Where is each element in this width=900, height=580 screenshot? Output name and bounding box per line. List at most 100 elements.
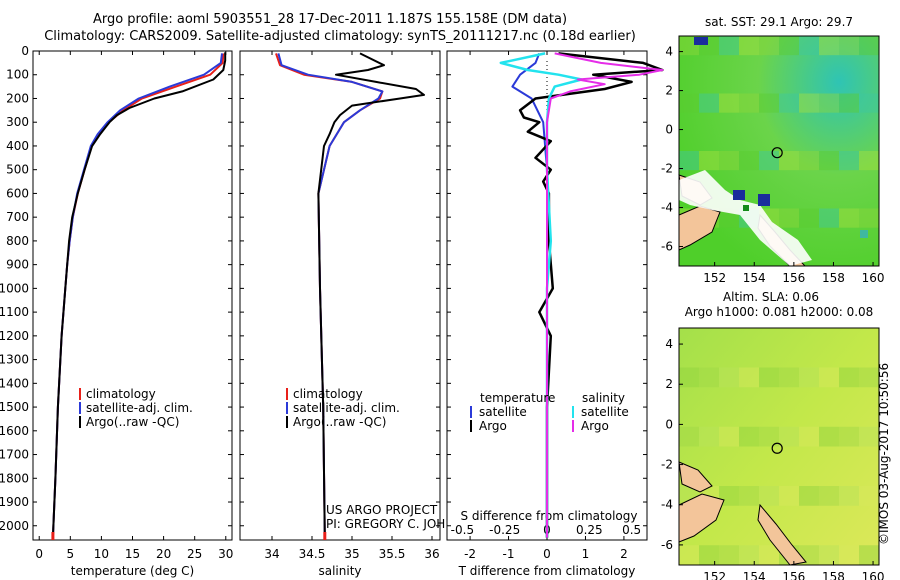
sla-map-cell	[819, 426, 839, 447]
sst-map-cell	[739, 151, 759, 171]
sla-map-field	[679, 328, 879, 565]
sst-map-cell	[699, 93, 719, 113]
sla-ytick-label: -4	[661, 498, 673, 512]
map-sst: 4 2 0 -2 -4 -6 152 154 156 158 160 sat. SST: 29.1 A…	[661, 15, 884, 285]
depth-tick-label: 1800	[0, 471, 29, 485]
warm-pixel	[860, 230, 868, 238]
sla-map-cell	[859, 426, 879, 447]
sst-ytick-label: -4	[661, 201, 673, 215]
sst-map-cell	[699, 151, 719, 171]
temperature-xtick-label: 20	[156, 547, 171, 561]
panel-difference: -2 -1 0 1 2 T difference from climatology -0.5…	[446, 50, 664, 578]
temperature-frame	[32, 50, 233, 541]
sla-map-cell	[799, 486, 819, 506]
panel-temperature: 0100200300400500600700800900100011001200…	[0, 44, 233, 578]
sla-map-cell	[759, 486, 779, 506]
salinity-diff-tick-label: 0.25	[576, 523, 603, 537]
sst-map-cell	[859, 93, 879, 113]
difference-xtick-label: -2	[464, 547, 476, 561]
temperature-series-3	[51, 52, 227, 538]
depth-tick-label: 1000	[0, 281, 29, 295]
sst-map-frame	[678, 35, 880, 267]
sst-map-cell	[779, 151, 799, 171]
sst-xtick-label: 158	[822, 271, 845, 285]
depth-tick-label: 100	[6, 68, 29, 82]
depth-tick-label: 1500	[0, 400, 29, 414]
salinity-diff-xlabel: S difference from climatology	[461, 509, 638, 523]
sla-map-cell	[719, 367, 739, 388]
argo-location-marker	[771, 442, 783, 454]
sla-ytick-label: 4	[665, 337, 673, 351]
salinity-xlabel: salinity	[318, 564, 361, 578]
sst-map-cell	[779, 208, 799, 228]
difference-xtick-label: 1	[582, 547, 590, 561]
depth-tick-label: 2000	[0, 519, 29, 533]
sst-map-cell	[819, 151, 839, 171]
depth-tick-label: 1600	[0, 424, 29, 438]
sst-map-cell	[759, 36, 779, 56]
depth-tick-label: 600	[6, 186, 29, 200]
difference-series-4	[546, 52, 664, 538]
sla-map-cell	[859, 367, 879, 388]
sla-map-cell	[739, 486, 759, 506]
sst-map-cell	[859, 208, 879, 228]
sla-map-cell	[839, 367, 859, 388]
sst-map-cell	[819, 93, 839, 113]
sst-map-cell	[739, 36, 759, 56]
sla-map-cell	[759, 426, 779, 447]
salinity-xtick-label: 36	[424, 547, 439, 561]
sla-map-subtitle: Argo h1000: 0.081 h2000: 0.08	[685, 305, 874, 319]
sst-ytick-label: 2	[665, 84, 673, 98]
depth-tick-label: 1700	[0, 448, 29, 462]
difference-xtick-label: 0	[543, 547, 551, 561]
depth-tick-label: 700	[6, 210, 29, 224]
depth-tick-label: 300	[6, 115, 29, 129]
sla-map-frame	[678, 327, 880, 566]
salinity-frame	[239, 50, 441, 541]
sla-ytick-label: -2	[661, 458, 673, 472]
temperature-legend-label: climatology	[86, 387, 156, 401]
sst-map-cell	[679, 151, 699, 171]
sla-map-title: Altim. SLA: 0.06	[723, 290, 819, 304]
sst-map-cell	[859, 151, 879, 171]
cold-pixel	[694, 37, 708, 45]
sst-xtick-label: 154	[743, 271, 766, 285]
salinity-legend-label: Argo(..raw -QC)	[293, 415, 386, 429]
timestamp-label: ©IMOS 03-Aug-2017 10:50:56	[877, 362, 891, 545]
sla-map-cell	[779, 426, 799, 447]
sst-map-cell	[739, 93, 759, 113]
sla-map-cell	[719, 545, 739, 565]
sst-map-cell	[839, 93, 859, 113]
sla-map-cell	[819, 486, 839, 506]
sst-map-cell	[819, 208, 839, 228]
sla-xtick-label: 158	[822, 570, 845, 580]
sla-ytick-label: 2	[665, 377, 673, 391]
temperature-legend-label: Argo(..raw -QC)	[86, 415, 179, 429]
sla-map-cell	[859, 545, 879, 565]
sla-map-cell	[699, 426, 719, 447]
sst-map-cell	[759, 93, 779, 113]
sla-xtick-label: 152	[703, 570, 726, 580]
sla-map-cell	[739, 367, 759, 388]
sla-map-cell	[759, 545, 779, 565]
difference-legend-label: Argo	[479, 419, 507, 433]
sla-map-cell	[679, 426, 699, 447]
sla-map-cell	[799, 426, 819, 447]
depth-tick-label: 400	[6, 139, 29, 153]
depth-tick-label: 1300	[0, 353, 29, 367]
sla-xtick-label: 154	[743, 570, 766, 580]
temperature-xtick-label: 0	[35, 547, 43, 561]
sst-xtick-label: 160	[862, 271, 885, 285]
sst-map-cell	[719, 36, 739, 56]
temperature-legend-label: satellite-adj. clim.	[86, 401, 193, 415]
land-mass	[678, 461, 713, 493]
depth-tick-label: 1200	[0, 329, 29, 343]
sla-map-cell	[679, 545, 699, 565]
sst-map-cell	[839, 208, 859, 228]
salinity-diff-tick-label: -0.25	[489, 523, 520, 537]
temperature-xtick-label: 5	[66, 547, 74, 561]
sla-map-cell	[819, 367, 839, 388]
difference-xtick-label: 2	[620, 547, 628, 561]
sla-map-cell	[739, 426, 759, 447]
sst-map-cell	[819, 36, 839, 56]
